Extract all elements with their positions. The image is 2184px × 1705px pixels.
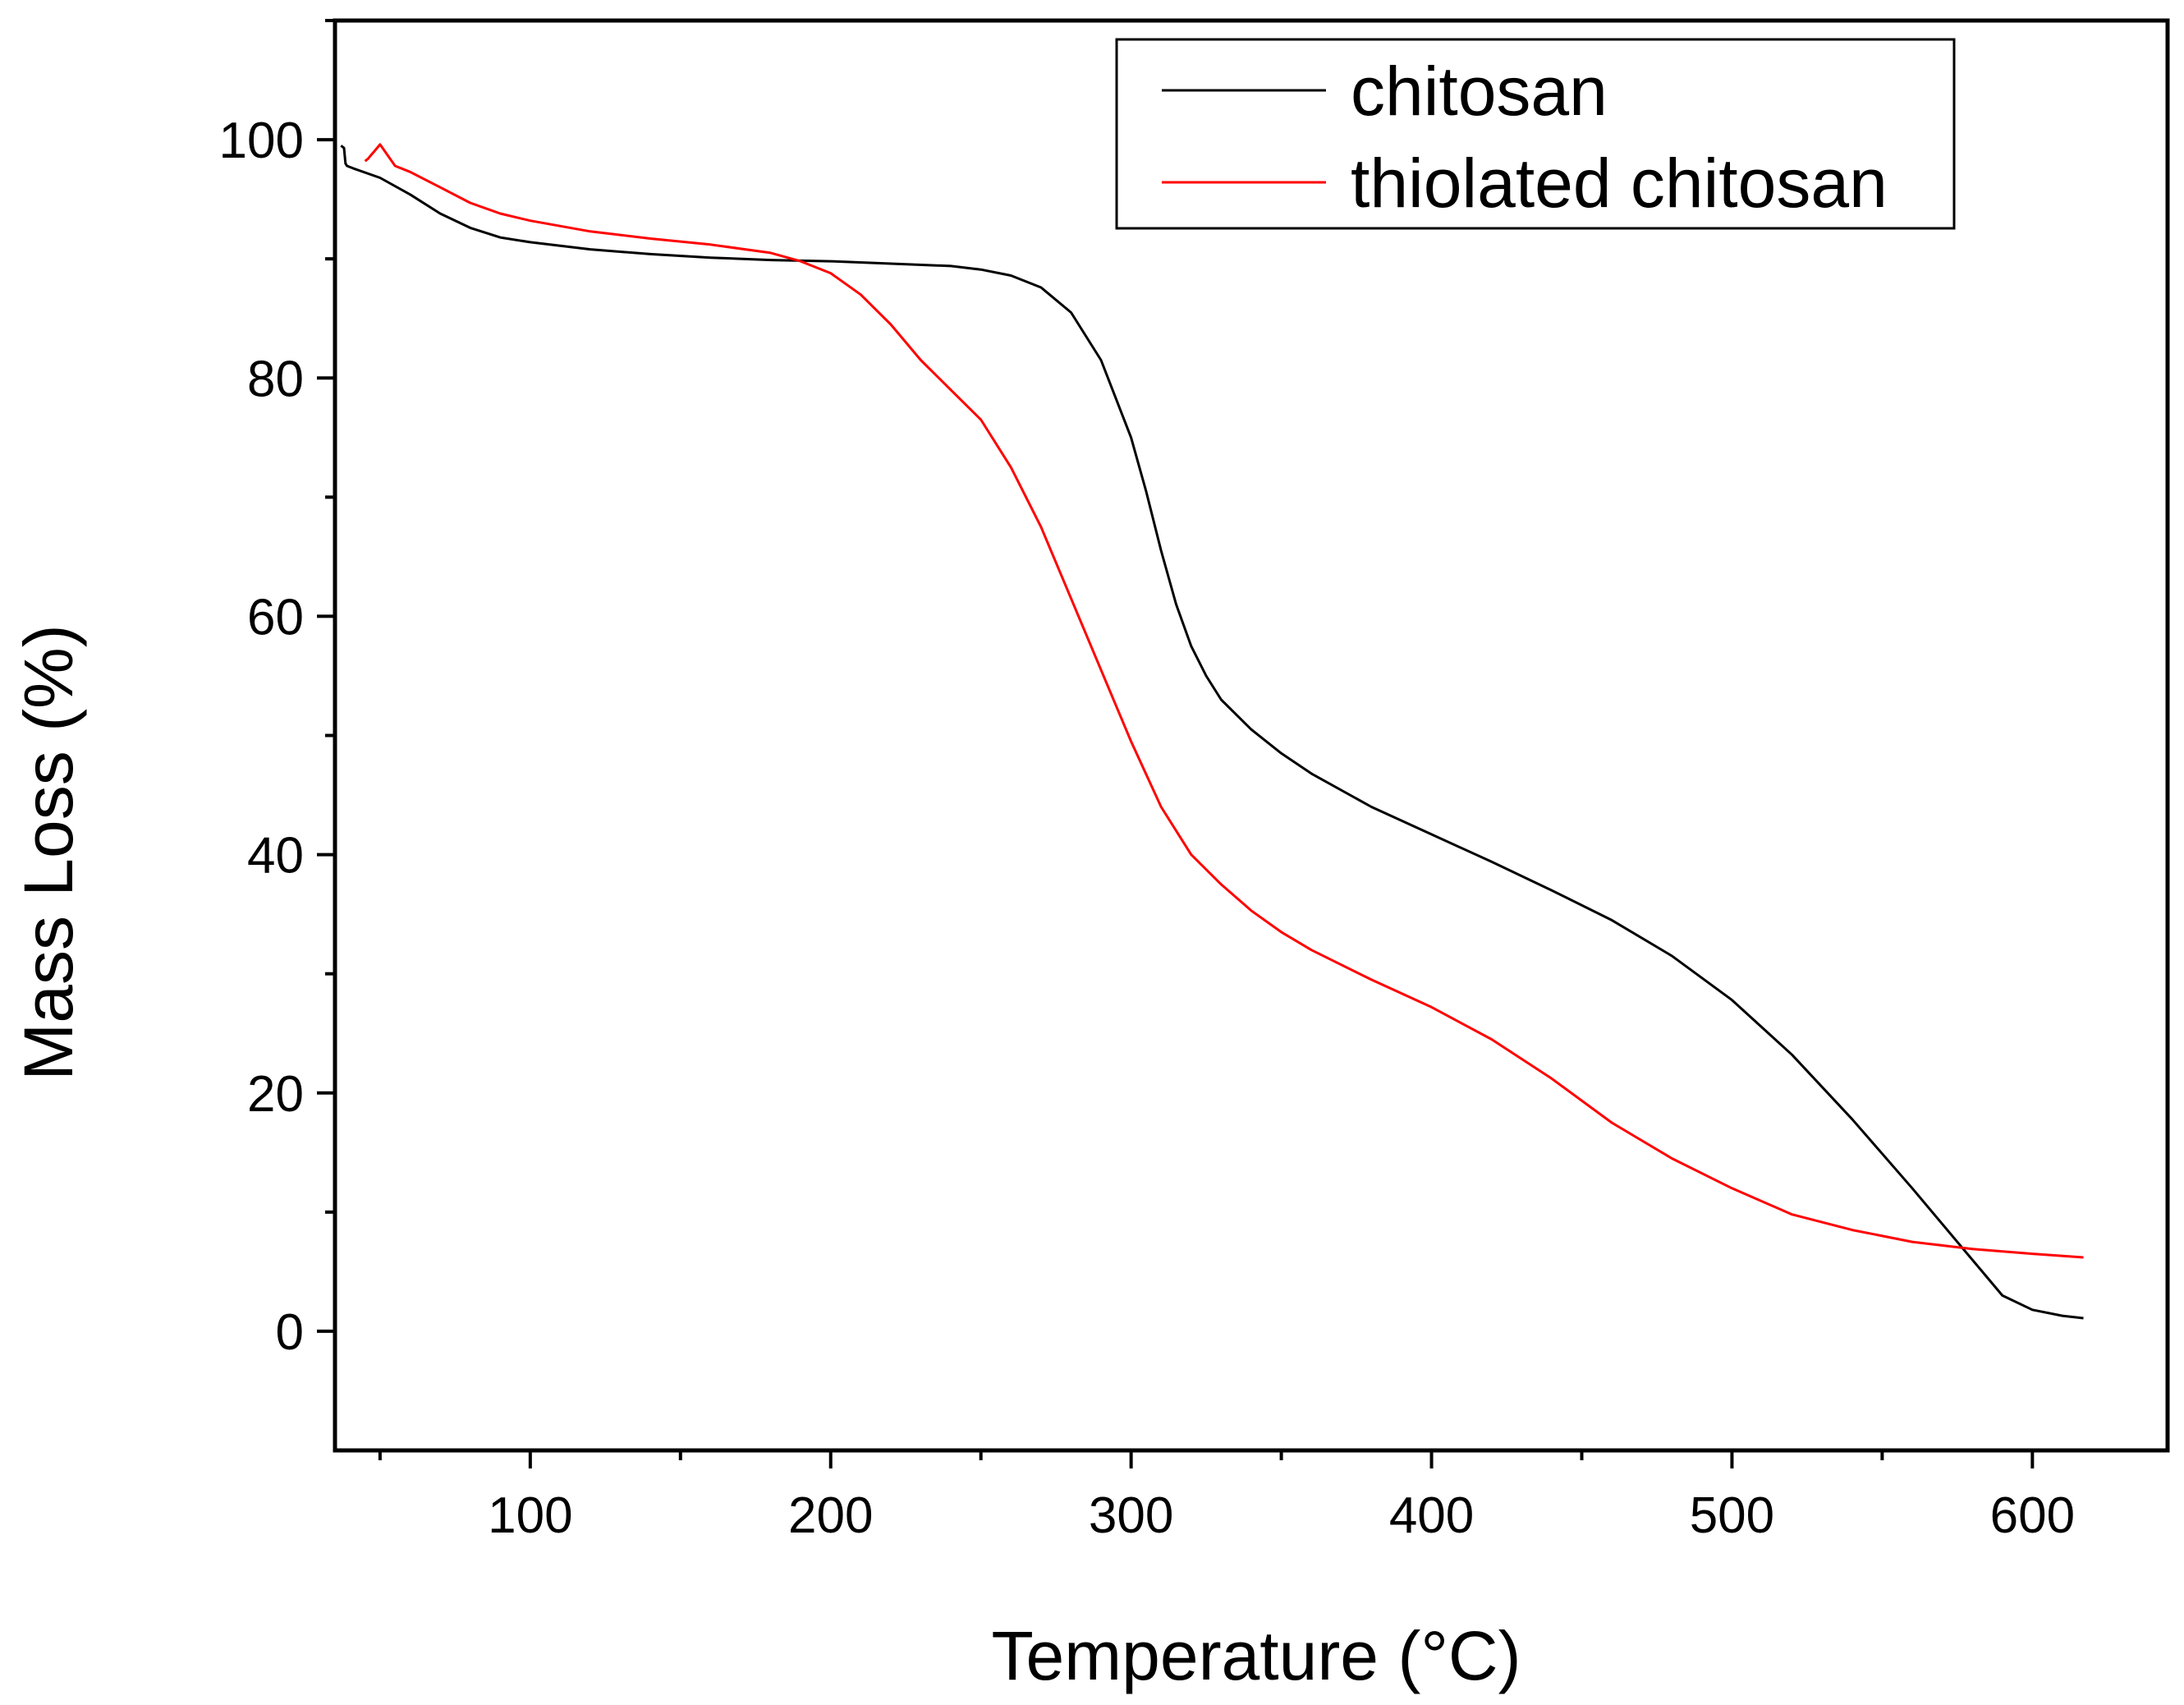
y-axis-title: Mass Loss (%) — [10, 624, 87, 1080]
legend: chitosan thiolated chitosan — [1115, 38, 1956, 230]
y-tick-label: 0 — [276, 1304, 304, 1361]
y-axis: 0 20 40 60 80 100 — [219, 113, 335, 1361]
series-line-chitosan — [340, 145, 2084, 1320]
x-tick-label: 300 — [1089, 1487, 1173, 1544]
x-tick-label: 400 — [1389, 1487, 1474, 1544]
y-tick-label: 20 — [247, 1066, 304, 1123]
plot-frame — [333, 18, 2170, 1453]
legend-label-chitosan: chitosan — [1351, 53, 1608, 130]
y-tick-label: 40 — [247, 828, 304, 885]
y-tick-label: 80 — [247, 351, 304, 407]
x-tick-label: 500 — [1690, 1487, 1774, 1544]
x-minor-ticks — [378, 1450, 1884, 1460]
x-axis: 100 200 300 400 500 600 — [488, 1450, 2075, 1544]
series-layer — [340, 143, 2084, 1320]
series-line-thiolated-chitosan — [364, 143, 2084, 1259]
legend-label-thiolated-chitosan: thiolated chitosan — [1351, 145, 1888, 222]
legend-box — [1115, 38, 1956, 230]
x-tick-label: 200 — [788, 1487, 873, 1544]
y-tick-label: 100 — [219, 113, 304, 169]
y-minor-ticks — [325, 19, 335, 1214]
x-tick-label: 600 — [1990, 1487, 2075, 1544]
x-tick-label: 100 — [488, 1487, 572, 1544]
x-axis-title: Temperature (°C) — [991, 1617, 1521, 1694]
y-tick-label: 60 — [247, 589, 304, 646]
